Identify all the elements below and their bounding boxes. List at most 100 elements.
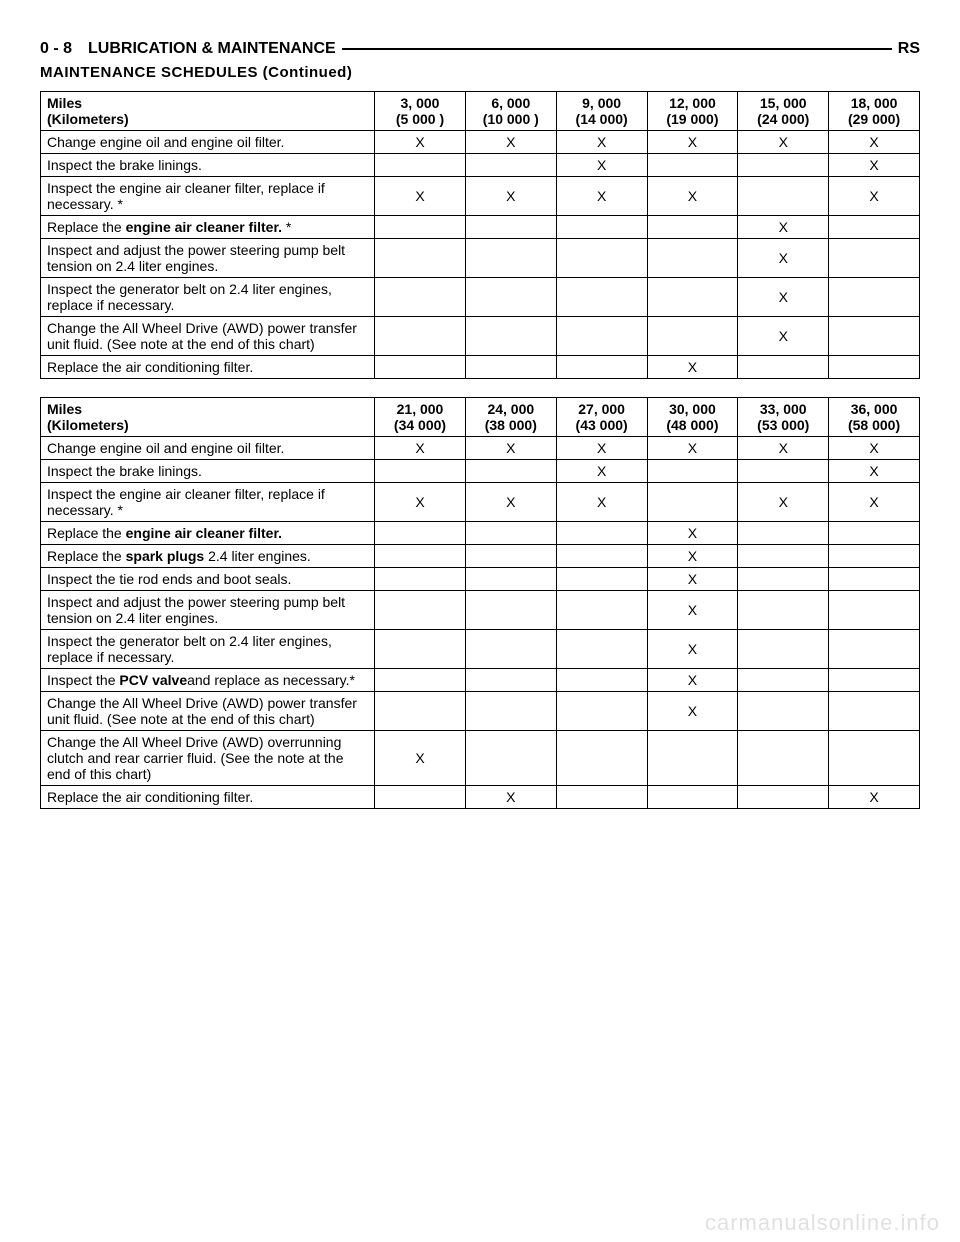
page-header: 0 - 8 LUBRICATION & MAINTENANCE RS	[40, 40, 920, 58]
row-description: Replace the air conditioning filter.	[41, 786, 375, 809]
table-row: Change the All Wheel Drive (AWD) overrun…	[41, 731, 920, 786]
table-row: Inspect the generator belt on 2.4 liter …	[41, 630, 920, 669]
row-mark	[647, 239, 738, 278]
table-row: Inspect the brake linings.XX	[41, 154, 920, 177]
row-description: Inspect and adjust the power steering pu…	[41, 239, 375, 278]
row-mark: X	[375, 483, 466, 522]
interval-km: (34 000)	[381, 417, 459, 433]
row-mark: X	[738, 278, 829, 317]
row-mark: X	[647, 522, 738, 545]
row-mark: X	[647, 591, 738, 630]
row-mark	[829, 669, 920, 692]
header-cell-interval: 27, 000(43 000)	[556, 398, 647, 437]
interval-km: (19 000)	[654, 111, 732, 127]
table-row: Inspect and adjust the power steering pu…	[41, 591, 920, 630]
interval-km: (48 000)	[654, 417, 732, 433]
table-row: Replace the air conditioning filter.X	[41, 356, 920, 379]
row-mark	[465, 522, 556, 545]
row-mark	[375, 460, 466, 483]
row-mark	[829, 692, 920, 731]
row-mark: X	[647, 131, 738, 154]
row-mark	[556, 731, 647, 786]
row-mark	[465, 460, 556, 483]
row-mark: X	[556, 437, 647, 460]
row-mark	[556, 591, 647, 630]
row-mark	[738, 591, 829, 630]
row-mark	[829, 278, 920, 317]
header-left: 0 - 8 LUBRICATION & MAINTENANCE	[40, 40, 336, 58]
row-mark	[738, 669, 829, 692]
row-mark	[647, 460, 738, 483]
table-row: Replace the spark plugs 2.4 liter engine…	[41, 545, 920, 568]
row-mark: X	[647, 356, 738, 379]
row-mark	[465, 317, 556, 356]
watermark-text: carmanualsonline.info	[705, 1210, 940, 1236]
table-row: Replace the engine air cleaner filter. *…	[41, 216, 920, 239]
row-mark	[738, 460, 829, 483]
header-cell-interval: 12, 000(19 000)	[647, 92, 738, 131]
row-mark	[738, 786, 829, 809]
interval-miles: 3, 000	[381, 95, 459, 111]
row-description: Inspect the engine air cleaner filter, r…	[41, 177, 375, 216]
row-mark	[829, 545, 920, 568]
bold-text: spark plugs	[126, 548, 205, 564]
header-miles-label: Miles	[47, 401, 368, 417]
row-description: Inspect the brake linings.	[41, 154, 375, 177]
row-mark: X	[829, 460, 920, 483]
row-mark: X	[829, 437, 920, 460]
interval-miles: 24, 000	[472, 401, 550, 417]
interval-km: (29 000)	[835, 111, 913, 127]
row-mark	[465, 630, 556, 669]
row-mark	[556, 692, 647, 731]
bold-text: PCV valve	[119, 672, 187, 688]
row-mark: X	[738, 239, 829, 278]
row-mark	[556, 669, 647, 692]
interval-miles: 30, 000	[654, 401, 732, 417]
header-cell-interval: 6, 000(10 000 )	[465, 92, 556, 131]
table-row: Inspect the engine air cleaner filter, r…	[41, 177, 920, 216]
row-mark: X	[647, 630, 738, 669]
row-mark	[465, 692, 556, 731]
table-row: Change engine oil and engine oil filter.…	[41, 437, 920, 460]
header-right: RS	[898, 40, 920, 58]
header-cell-interval: 24, 000(38 000)	[465, 398, 556, 437]
row-mark	[738, 731, 829, 786]
interval-km: (53 000)	[744, 417, 822, 433]
row-mark	[375, 239, 466, 278]
interval-km: (10 000 )	[472, 111, 550, 127]
bold-text: engine air cleaner filter.	[126, 525, 282, 541]
row-mark: X	[375, 177, 466, 216]
row-description: Change engine oil and engine oil filter.	[41, 437, 375, 460]
row-mark: X	[647, 692, 738, 731]
row-mark	[375, 568, 466, 591]
row-description: Inspect the brake linings.	[41, 460, 375, 483]
row-mark: X	[647, 545, 738, 568]
row-mark	[465, 669, 556, 692]
row-description: Inspect the generator belt on 2.4 liter …	[41, 278, 375, 317]
row-mark: X	[829, 154, 920, 177]
interval-km: (24 000)	[744, 111, 822, 127]
row-mark	[738, 568, 829, 591]
row-mark	[465, 356, 556, 379]
row-mark	[829, 522, 920, 545]
row-mark	[375, 356, 466, 379]
row-mark	[829, 731, 920, 786]
row-description: Inspect the engine air cleaner filter, r…	[41, 483, 375, 522]
bold-text: engine air cleaner filter.	[126, 219, 282, 235]
page: 0 - 8 LUBRICATION & MAINTENANCE RS MAINT…	[0, 0, 960, 1242]
header-miles-label: Miles	[47, 95, 368, 111]
row-mark: X	[647, 669, 738, 692]
header-cell-interval: 36, 000(58 000)	[829, 398, 920, 437]
row-mark	[829, 317, 920, 356]
row-mark	[556, 216, 647, 239]
row-mark	[829, 568, 920, 591]
row-description: Inspect and adjust the power steering pu…	[41, 591, 375, 630]
row-mark	[465, 216, 556, 239]
row-mark	[556, 630, 647, 669]
row-mark	[465, 591, 556, 630]
header-rule	[342, 48, 892, 50]
row-mark: X	[465, 177, 556, 216]
row-mark	[375, 786, 466, 809]
row-description: Inspect the PCV valveand replace as nece…	[41, 669, 375, 692]
row-mark	[738, 545, 829, 568]
